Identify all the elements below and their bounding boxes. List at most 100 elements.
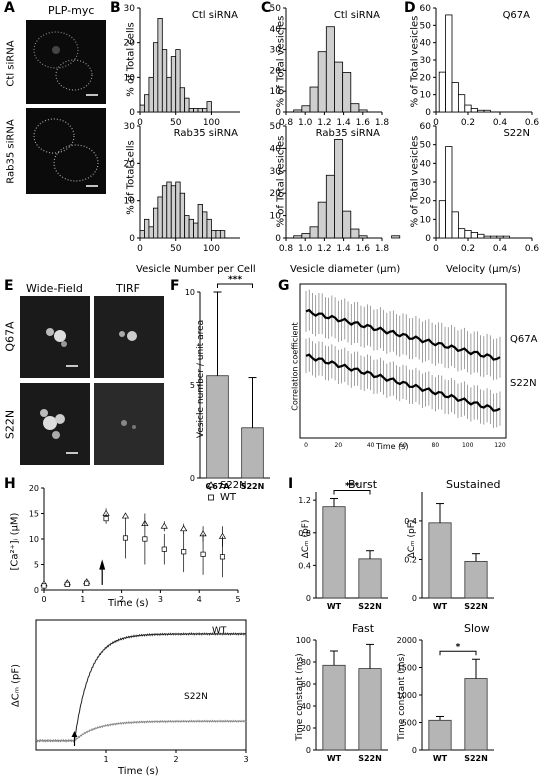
g-frame	[299, 283, 507, 439]
panel-b-xlabel: Vesicle Number per Cell	[136, 264, 256, 275]
B-top-title: Ctl siRNA	[192, 10, 238, 21]
B-bottom-bar	[144, 218, 150, 239]
h-ca-xtick-label: 4	[197, 595, 202, 604]
D-top-ytick-label: 60	[420, 4, 432, 14]
D-bottom-xtick-label: 0.2	[461, 244, 475, 254]
D-top-bar	[438, 71, 447, 113]
C-bottom-bar	[342, 210, 352, 239]
D-top-ytick-label: 20	[420, 73, 432, 83]
C-bottom-xtick-label: 0.8	[279, 244, 294, 254]
I-burst-ytick-label: 0.4	[298, 561, 311, 570]
h-ca-point-wt	[142, 536, 148, 542]
C-top-xtick-label: 1.6	[356, 118, 371, 128]
g-xtick-label: 0	[304, 442, 308, 449]
B-top-bar	[152, 42, 159, 113]
B-bottom-ytick-label: 0	[129, 234, 135, 244]
D-bottom-ytick-label: 30	[420, 178, 432, 188]
D-bottom-bar	[470, 231, 479, 239]
C-bottom-bar	[325, 174, 335, 239]
I-burst-category-label: WT	[327, 602, 342, 611]
B-top-bar	[179, 87, 186, 113]
panel-letter-g: G	[278, 278, 290, 294]
B-top-bar	[184, 97, 190, 113]
B-top-bar	[170, 56, 177, 113]
B-bottom-ytick-label: 30	[124, 122, 136, 132]
B-bottom-xtick-label: 50	[170, 244, 182, 254]
s22n-widefield-cells	[40, 409, 78, 454]
q67a-widefield-image	[20, 296, 90, 378]
s22n-tirf-cells	[121, 420, 136, 429]
B-bottom-bar	[179, 192, 186, 239]
panel-d-xlabel: Velocity (μm/s)	[446, 264, 521, 275]
fast-title: Fast	[352, 622, 375, 635]
I-slow-bar	[464, 678, 488, 751]
q67a-widefield-cells	[46, 328, 78, 367]
I-slow-bar	[428, 719, 452, 751]
h-ca-ytick-label: 10	[29, 535, 39, 544]
h-ca-ytick-label: 0	[34, 586, 39, 595]
C-top-xtick-label: 1.2	[317, 118, 331, 128]
D-top-ytick-label: 0	[425, 108, 431, 118]
panel-h-ca-xlabel: Time (s)	[108, 598, 149, 609]
D-top-xtick-label: 0.2	[461, 118, 475, 128]
D-top-ytick-label: 10	[420, 91, 432, 101]
h-ca-ytick-label: 20	[29, 484, 39, 493]
B-bottom-bar	[184, 215, 190, 239]
B-top-bar	[148, 76, 154, 113]
C-bottom-bar	[317, 201, 327, 239]
C-top-title: Ctl siRNA	[334, 10, 380, 21]
C-bottom-ytick-label: 40	[270, 144, 282, 154]
F-sig-bracket	[217, 283, 253, 288]
trace-s22n-label: S22N	[184, 692, 208, 702]
panel-letter-f: F	[170, 278, 180, 294]
I-fast-bar	[322, 664, 346, 751]
h-ca-ytick-label: 15	[29, 510, 39, 519]
h-ca-point-wt	[64, 581, 70, 587]
D-bottom-ytick-label: 20	[420, 197, 432, 207]
D-top-ytick-label: 40	[420, 39, 432, 49]
panel-letter-c: C	[261, 0, 272, 16]
B-top-bar	[197, 108, 203, 113]
F-ytick-label: 10	[185, 288, 195, 297]
C-top-bar	[309, 86, 319, 113]
B-bottom-bar	[219, 230, 226, 239]
D-bottom-ytick-label: 10	[420, 215, 432, 225]
C-top-ytick-label: 20	[270, 66, 282, 76]
C-bottom-bar	[334, 139, 344, 239]
h-ca-xtick-label: 3	[158, 595, 163, 604]
panel-letter-h: H	[4, 476, 16, 492]
h-ca-point-wt	[122, 535, 129, 541]
D-top-bar	[457, 94, 466, 113]
C-top-xtick-label: 1.4	[336, 118, 351, 128]
D-bottom-xtick-label: 0.4	[493, 244, 508, 254]
D-bottom-bar	[445, 146, 453, 239]
B-top-bar	[166, 76, 172, 113]
panel-letter-i: I	[288, 476, 294, 492]
C-bottom-bar	[350, 228, 360, 239]
D-bottom-bar	[477, 233, 485, 239]
h-trace-xtick-label: 1	[103, 755, 108, 764]
B-top-bar	[144, 94, 150, 113]
g-xtick-label: 120	[494, 442, 506, 449]
D-bottom-bar	[451, 211, 459, 239]
D-top-bar	[483, 109, 491, 113]
B-top-ytick-label: 10	[124, 73, 136, 83]
I-burst-bar	[322, 506, 346, 599]
h-ca-point-wt	[219, 554, 226, 560]
F-category-label: Q67A	[205, 482, 230, 491]
I-slow-ytick-label: 0	[412, 746, 417, 755]
F-category-label: S22N	[241, 482, 265, 491]
s22n-tirf-image	[94, 383, 164, 465]
B-bottom-xtick-label: 0	[137, 244, 143, 254]
D-bottom-bar	[483, 235, 491, 239]
B-top-bar	[206, 101, 212, 113]
g-series-Q67A	[305, 308, 501, 361]
C-top-bar	[325, 26, 335, 113]
C-top-bar	[350, 103, 360, 113]
h-trace-xtick-label: 2	[173, 755, 178, 764]
B-top-xtick-label: 50	[170, 118, 182, 128]
legend-s22n: S22N	[220, 480, 247, 491]
panel-h-trace-xlabel: Time (s)	[118, 766, 159, 777]
I-slow-ytick-label: 1500	[397, 664, 417, 673]
C-top-bar	[301, 105, 311, 113]
